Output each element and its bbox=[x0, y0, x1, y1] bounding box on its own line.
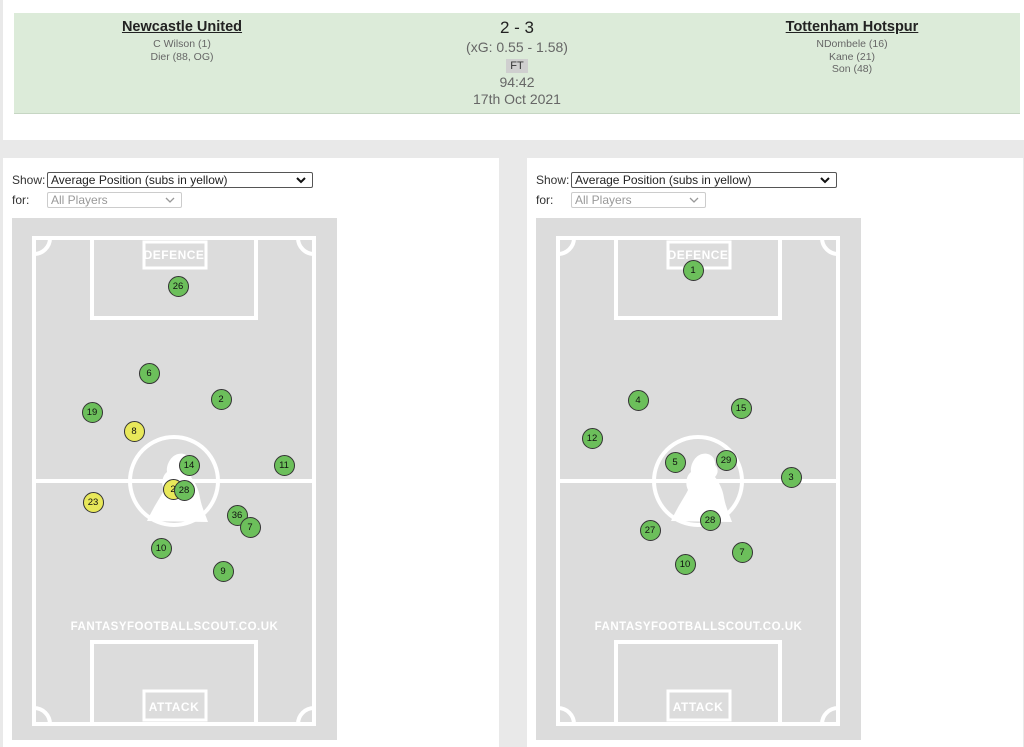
watermark: FANTASYFOOTBALLSCOUT.CO.UK bbox=[594, 621, 803, 633]
player-marker[interactable]: 11 bbox=[273, 454, 295, 476]
show-select-value: Average Position (subs in yellow) bbox=[51, 173, 228, 187]
attack-label: ATTACK bbox=[148, 700, 200, 714]
player-marker[interactable]: 5 bbox=[664, 451, 686, 473]
status-badge: FT bbox=[506, 59, 528, 73]
home-team-link[interactable]: Newcastle United bbox=[121, 19, 243, 35]
player-marker[interactable]: 28 bbox=[699, 509, 721, 531]
away-scorers: NDombele (16) Kane (21) Son (48) bbox=[722, 38, 982, 76]
show-label: Show: bbox=[12, 173, 46, 187]
show-control: Show: Average Position (subs in yellow) bbox=[536, 172, 837, 188]
player-marker[interactable]: 15 bbox=[730, 397, 752, 419]
away-scorer: Kane (21) bbox=[828, 50, 876, 63]
show-select[interactable]: Average Position (subs in yellow) bbox=[571, 172, 837, 188]
player-marker[interactable]: 14 bbox=[178, 454, 200, 476]
chevron-down-icon bbox=[296, 177, 306, 184]
away-scorer: Son (48) bbox=[831, 63, 873, 75]
defence-label: DEFENCE bbox=[667, 248, 729, 262]
for-control: for: All Players bbox=[12, 192, 182, 208]
for-select[interactable]: All Players bbox=[571, 192, 706, 208]
player-marker[interactable]: 7 bbox=[239, 516, 261, 538]
home-scorer: C Wilson (1) bbox=[153, 38, 211, 50]
away-team-link[interactable]: Tottenham Hotspur bbox=[785, 19, 919, 35]
player-marker[interactable]: 1 bbox=[682, 259, 704, 281]
home-panel: Show: Average Position (subs in yellow) … bbox=[3, 158, 499, 747]
player-marker[interactable]: 3 bbox=[780, 466, 802, 488]
for-control: for: All Players bbox=[536, 192, 706, 208]
player-marker[interactable]: 23 bbox=[82, 491, 104, 513]
player-marker[interactable]: 10 bbox=[674, 553, 696, 575]
player-marker[interactable]: 8 bbox=[123, 420, 145, 442]
player-marker[interactable]: 12 bbox=[581, 427, 603, 449]
chevron-down-icon bbox=[165, 197, 175, 203]
match-xg: (xG: 0.55 - 1.58) bbox=[466, 39, 568, 55]
pitch: DEFENCE FANTASYFOOTBALLSCOUT.CO.UK ATTAC… bbox=[536, 218, 861, 740]
for-label: for: bbox=[536, 193, 554, 207]
match-score: 2 - 3 bbox=[499, 18, 535, 37]
player-marker[interactable]: 27 bbox=[639, 519, 661, 541]
chevron-down-icon bbox=[689, 197, 699, 203]
match-date: 17th Oct 2021 bbox=[473, 91, 561, 107]
watermark: FANTASYFOOTBALLSCOUT.CO.UK bbox=[70, 621, 279, 633]
player-marker[interactable]: 7 bbox=[731, 541, 753, 563]
match-header: Newcastle United C Wilson (1) Dier (88, … bbox=[3, 0, 1024, 140]
player-marker[interactable]: 2 bbox=[210, 388, 232, 410]
for-label: for: bbox=[12, 193, 30, 207]
home-scorer: Dier (88, OG) bbox=[150, 50, 214, 63]
away-panel: Show: Average Position (subs in yellow) … bbox=[527, 158, 1023, 747]
attack-label: ATTACK bbox=[672, 700, 724, 714]
player-marker[interactable]: 9 bbox=[212, 560, 234, 582]
show-select[interactable]: Average Position (subs in yellow) bbox=[47, 172, 313, 188]
home-team: Newcastle United C Wilson (1) Dier (88, … bbox=[52, 18, 312, 63]
match-clock: 94:42 bbox=[499, 74, 535, 90]
scoreboard: Newcastle United C Wilson (1) Dier (88, … bbox=[14, 13, 1020, 114]
for-select-value: All Players bbox=[575, 193, 632, 207]
show-control: Show: Average Position (subs in yellow) bbox=[12, 172, 313, 188]
player-marker[interactable]: 19 bbox=[81, 401, 103, 423]
defence-label: DEFENCE bbox=[143, 248, 205, 262]
for-select-value: All Players bbox=[51, 193, 108, 207]
player-marker[interactable]: 26 bbox=[167, 275, 189, 297]
for-select[interactable]: All Players bbox=[47, 192, 182, 208]
player-marker[interactable]: 28 bbox=[173, 479, 195, 501]
player-marker[interactable]: 10 bbox=[150, 537, 172, 559]
player-marker[interactable]: 4 bbox=[627, 389, 649, 411]
player-marker[interactable]: 6 bbox=[138, 362, 160, 384]
away-team: Tottenham Hotspur NDombele (16) Kane (21… bbox=[722, 18, 982, 76]
player-marker[interactable]: 29 bbox=[715, 449, 737, 471]
away-scorer: NDombele (16) bbox=[816, 38, 888, 50]
chevron-down-icon bbox=[820, 177, 830, 184]
match-info: 2 - 3 (xG: 0.55 - 1.58) FT 94:42 17th Oc… bbox=[397, 18, 637, 108]
show-label: Show: bbox=[536, 173, 570, 187]
show-select-value: Average Position (subs in yellow) bbox=[575, 173, 752, 187]
home-scorers: C Wilson (1) Dier (88, OG) bbox=[52, 38, 312, 63]
pitch: DEFENCE FANTASYFOOTBALLSCOUT.CO.UK ATTAC… bbox=[12, 218, 337, 740]
pitch-markings bbox=[556, 236, 840, 726]
